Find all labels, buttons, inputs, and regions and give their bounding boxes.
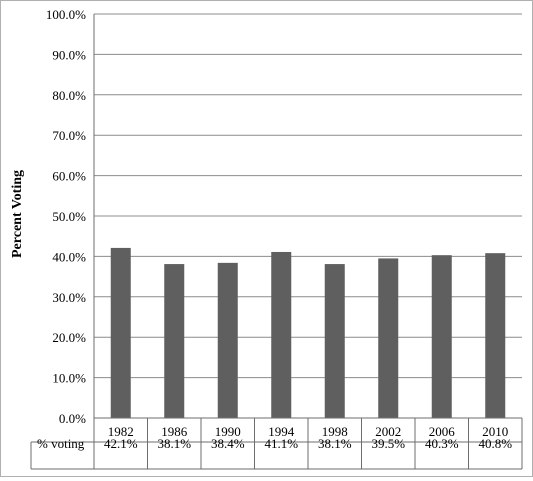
y-tick-label: 40.0% xyxy=(52,249,86,264)
bars xyxy=(110,247,506,418)
series-name: % voting xyxy=(37,436,85,451)
data-label: 40.8% xyxy=(478,436,512,451)
data-label: 38.4% xyxy=(211,436,245,451)
bar-1982 xyxy=(110,247,131,418)
gridlines xyxy=(93,13,522,418)
x-tick-label: 1990 xyxy=(215,424,241,439)
bar-1998 xyxy=(324,264,345,418)
data-label: 41.1% xyxy=(264,436,298,451)
y-tick-label: 100.0% xyxy=(46,7,86,22)
data-label: 42.1% xyxy=(104,436,138,451)
x-tick-label: 1994 xyxy=(268,424,295,439)
x-tick-label: 1986 xyxy=(161,424,188,439)
x-tick-label: 1998 xyxy=(322,424,348,439)
bar-1990 xyxy=(217,262,238,418)
x-tick-label: 2006 xyxy=(429,424,456,439)
y-tick-label: 20.0% xyxy=(52,330,86,345)
y-tick-label: 80.0% xyxy=(52,88,86,103)
x-tick-label: 1982 xyxy=(108,424,134,439)
data-label: 40.3% xyxy=(425,436,459,451)
data-table: 1982 1986 1990 1994 1998 2002 2006 2010 % voting… xyxy=(30,417,523,470)
y-axis-label: Percent Voting xyxy=(10,170,25,258)
bar-1994 xyxy=(271,251,292,418)
x-tick-label: 2010 xyxy=(482,424,508,439)
y-tick-label: 0.0% xyxy=(59,411,86,426)
x-tick-label: 2002 xyxy=(375,424,401,439)
data-label: 38.1% xyxy=(318,436,352,451)
y-tick-label: 30.0% xyxy=(52,290,86,305)
bar-2010 xyxy=(485,253,506,418)
y-tick-label: 50.0% xyxy=(52,209,86,224)
bar-2002 xyxy=(378,258,399,418)
data-label: 39.5% xyxy=(371,436,405,451)
y-tick-label: 90.0% xyxy=(52,47,86,62)
y-tick-label: 60.0% xyxy=(52,169,86,184)
bar-1986 xyxy=(164,264,185,418)
y-tick-label: 10.0% xyxy=(52,371,86,386)
bar-2006 xyxy=(431,255,452,418)
y-axis-tick-labels: 0.0% 10.0% 20.0% 30.0% 40.0% 50.0% 60.0% 70.0% 8… xyxy=(46,7,86,426)
y-tick-label: 70.0% xyxy=(52,128,86,143)
data-label: 38.1% xyxy=(157,436,191,451)
